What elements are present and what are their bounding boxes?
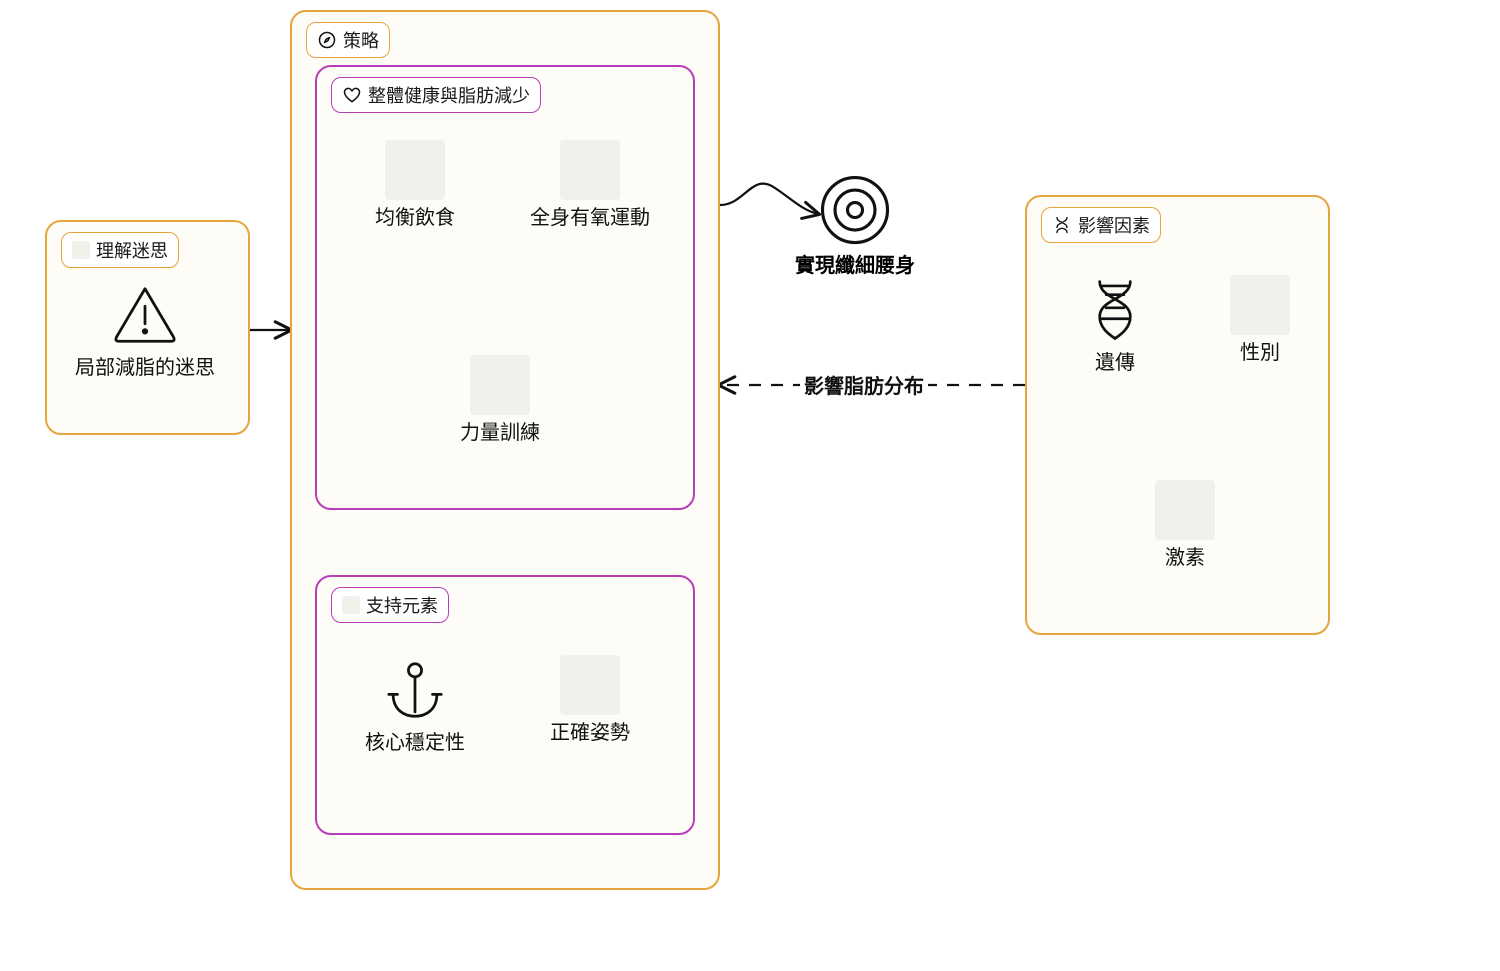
subpanel-health-title: 整體健康與脂肪減少 (368, 82, 530, 108)
item-core-label: 核心穩定性 (345, 731, 485, 756)
panel-strategy-title: 策略 (343, 27, 379, 53)
item-hormone-label: 激素 (1130, 546, 1240, 571)
subpanel-health-header: 整體健康與脂肪減少 (331, 77, 541, 113)
item-myth: 局部減脂的迷思 (75, 280, 215, 381)
item-posture-label: 正確姿勢 (520, 721, 660, 746)
edge-label-factors: 影響脂肪分布 (800, 370, 928, 399)
placeholder-icon (470, 355, 530, 415)
warning-triangle-icon (110, 280, 180, 350)
item-strength: 力量訓練 (430, 355, 570, 446)
item-strength-label: 力量訓練 (430, 421, 570, 446)
placeholder-icon (1230, 275, 1290, 335)
item-core: 核心穩定性 (345, 655, 485, 756)
placeholder-icon (560, 140, 620, 200)
item-cardio: 全身有氧運動 (520, 140, 660, 231)
dna-icon (1052, 215, 1072, 235)
item-myth-label: 局部減脂的迷思 (75, 356, 215, 381)
placeholder-icon (385, 140, 445, 200)
subpanel-support-header: 支持元素 (331, 587, 449, 623)
dna-large-icon (1080, 275, 1150, 345)
heart-icon (342, 85, 362, 105)
item-diet-label: 均衡飲食 (345, 206, 485, 231)
anchor-icon (380, 655, 450, 725)
item-genetics: 遺傳 (1055, 275, 1175, 376)
target-icon (815, 170, 895, 250)
diagram-canvas: 影響脂肪分布 理解迷思 局部減脂的迷思 策略 (0, 0, 1500, 971)
item-sex: 性別 (1205, 275, 1315, 366)
goal-label: 實現纖細腰身 (780, 254, 930, 278)
panel-myth-header: 理解迷思 (61, 232, 179, 268)
subpanel-support-title: 支持元素 (366, 592, 438, 618)
placeholder-icon (1155, 480, 1215, 540)
panel-factors-title: 影響因素 (1078, 212, 1150, 238)
item-cardio-label: 全身有氧運動 (520, 206, 660, 231)
compass-icon (317, 30, 337, 50)
item-genetics-label: 遺傳 (1055, 351, 1175, 376)
goal-node: 實現纖細腰身 (780, 170, 930, 278)
placeholder-icon (72, 241, 90, 259)
item-hormone: 激素 (1130, 480, 1240, 571)
item-posture: 正確姿勢 (520, 655, 660, 746)
placeholder-icon (560, 655, 620, 715)
placeholder-icon (342, 596, 360, 614)
panel-strategy-header: 策略 (306, 22, 390, 58)
panel-myth-title: 理解迷思 (96, 237, 168, 263)
item-sex-label: 性別 (1205, 341, 1315, 366)
panel-factors-header: 影響因素 (1041, 207, 1161, 243)
item-diet: 均衡飲食 (345, 140, 485, 231)
